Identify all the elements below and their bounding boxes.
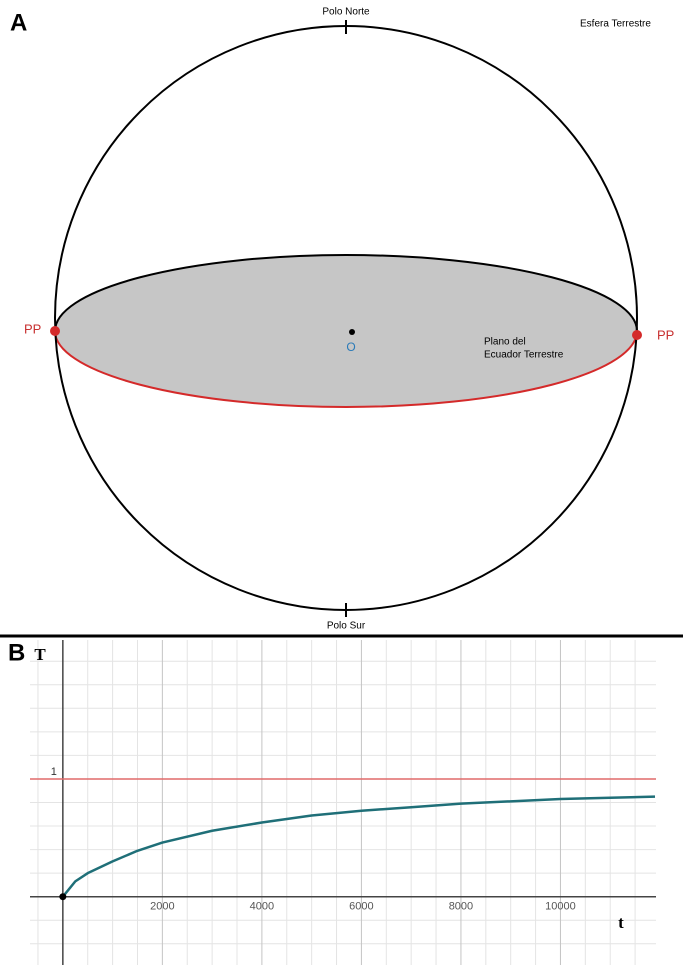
pp-label: PP [24,321,41,336]
x-tick-label: 4000 [250,901,274,913]
x-tick-label: 6000 [349,901,373,913]
pp-label: PP [657,327,674,342]
panel-label: A [10,9,27,36]
panel-label: B [8,639,25,666]
pp-point [632,330,642,340]
center-point [349,329,355,335]
y-tick-label: 1 [51,766,57,778]
plane-label: Plano del [484,337,526,348]
x-tick-label: 8000 [449,901,473,913]
start-point [59,893,67,901]
y-axis-label: T [34,645,46,664]
south-label: Polo Sur [327,621,366,632]
equator-plane [55,255,637,407]
x-tick-label: 2000 [150,901,174,913]
north-label: Polo Norte [322,7,370,18]
chart: 2000 4000 6000 8000 10000 1 Tt [30,640,656,965]
x-tick-label: 10000 [545,901,576,913]
equator-front [54,330,638,408]
x-axis-label: t [618,913,624,932]
diagram-title: Esfera Terrestre [580,19,651,30]
center-label: O [346,340,355,354]
equator-back [54,254,638,332]
pp-point [50,326,60,336]
series-line [61,795,656,898]
plane-label: Ecuador Terrestre [484,350,564,361]
